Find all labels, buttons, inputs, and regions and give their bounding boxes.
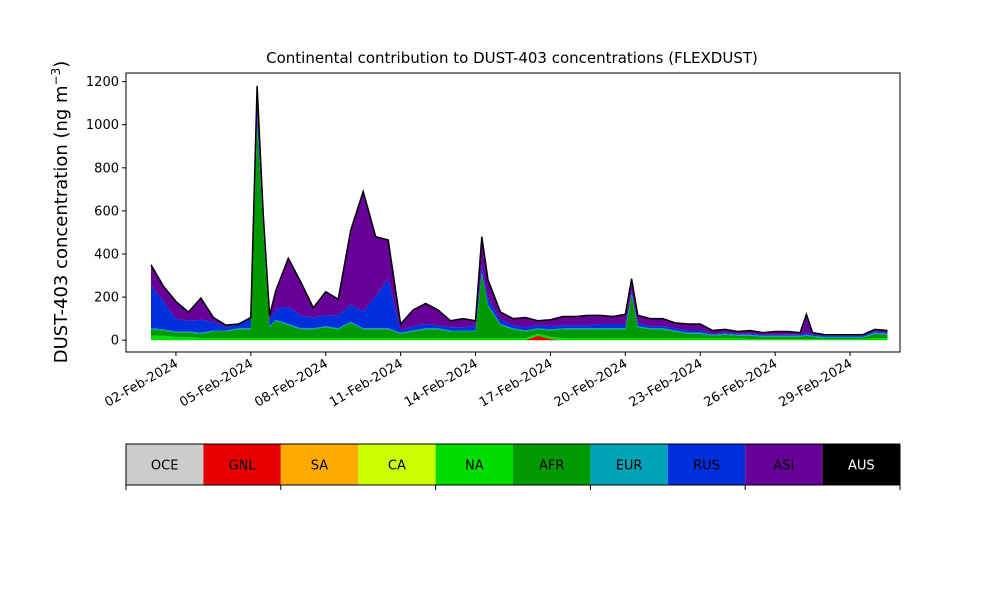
legend-label-asi: ASI	[773, 459, 794, 474]
legend-swatch-gnl	[203, 444, 281, 485]
legend-swatch-ca	[358, 444, 436, 485]
area-series-afr	[151, 122, 888, 340]
x-tick-label: 08-Feb-2024	[252, 356, 331, 410]
x-tick-label: 14-Feb-2024	[402, 356, 481, 410]
legend-label-aus: AUS	[848, 459, 875, 474]
y-axis-label-close: )	[51, 61, 72, 68]
plot-frame	[125, 72, 901, 353]
y-axis-label-main: DUST-403 concentration (ng m	[51, 85, 72, 363]
legend-label-ca: CA	[388, 459, 406, 474]
legend-swatch-sa	[280, 444, 359, 485]
x-axis: 02-Feb-202405-Feb-202408-Feb-202411-Feb-…	[102, 352, 855, 410]
legend-label-afr: AFR	[539, 459, 564, 474]
region-legend-bar: OCE GNL SA CA NA AFR EUR RUS ASI AUS	[125, 443, 901, 490]
y-tick-label: 1000	[86, 118, 119, 133]
x-tick-label: 26-Feb-2024	[702, 356, 781, 410]
x-tick-label: 17-Feb-2024	[477, 356, 556, 410]
legend-swatch-rus	[667, 444, 746, 485]
total-line	[150, 85, 888, 336]
plot-area	[125, 72, 901, 353]
legend-bar-frame	[125, 443, 901, 486]
y-tick-label: 0	[111, 334, 119, 349]
y-tick-label: 200	[94, 291, 119, 306]
legend-label-sa: SA	[311, 459, 328, 474]
legend-label-na: NA	[465, 459, 484, 474]
svg-text:DUST-403 concentration (ng m−3: DUST-403 concentration (ng m−3)	[49, 61, 72, 364]
y-tick-label: 400	[94, 247, 119, 262]
x-tick-label: 29-Feb-2024	[777, 356, 856, 410]
y-tick-label: 1200	[86, 75, 119, 90]
legend-label-gnl: GNL	[229, 459, 257, 474]
legend-label-rus: RUS	[693, 459, 720, 474]
x-tick-label: 11-Feb-2024	[327, 356, 406, 410]
legend-swatch-na	[435, 444, 513, 485]
x-tick-label: 23-Feb-2024	[627, 356, 706, 410]
legend-swatch-eur	[590, 444, 668, 485]
chart-title: Continental contribution to DUST-403 con…	[266, 49, 758, 67]
legend-label-eur: EUR	[616, 459, 643, 474]
y-axis-label: DUST-403 concentration (ng m−3)	[49, 61, 72, 364]
y-axis: 0 200 400 600 800 1000 1200	[86, 75, 126, 349]
legend-swatch-asi	[745, 444, 823, 485]
x-tick-label: 20-Feb-2024	[552, 356, 631, 410]
legend-swatch-aus	[822, 444, 900, 485]
x-tick-label: 02-Feb-2024	[102, 356, 181, 410]
y-tick-label: 800	[94, 161, 119, 176]
legend-swatch-afr	[513, 444, 591, 485]
legend-swatch-oce	[126, 444, 204, 485]
y-axis-label-superscript: −3	[49, 68, 63, 86]
x-tick-label: 05-Feb-2024	[177, 356, 256, 410]
y-tick-label: 600	[94, 204, 119, 219]
legend-label-oce: OCE	[151, 459, 179, 474]
area-series-na	[151, 333, 888, 341]
